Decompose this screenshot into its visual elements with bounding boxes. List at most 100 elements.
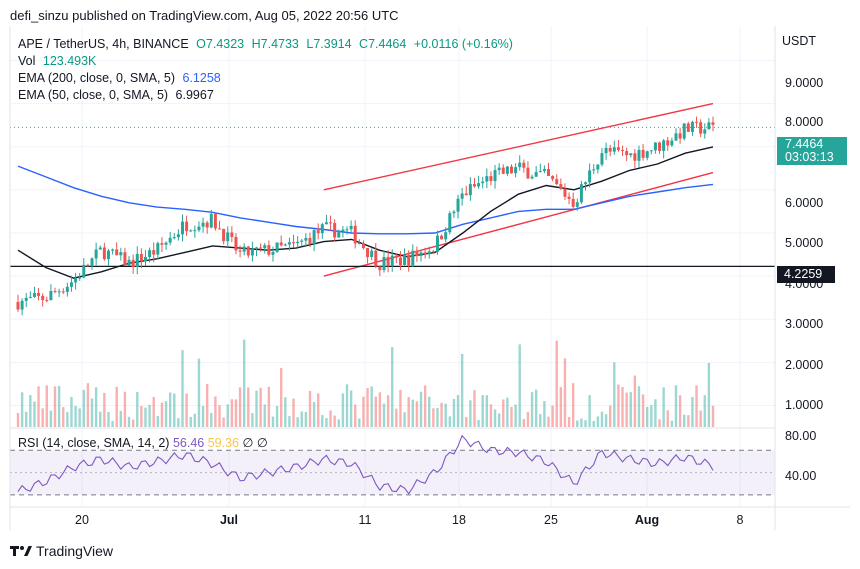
candle-body — [584, 182, 588, 185]
volume-bar — [580, 418, 583, 427]
rsi-empty-1: ∅ — [242, 436, 254, 450]
candle-body — [357, 243, 361, 245]
candle-body — [464, 193, 468, 196]
volume-bar — [658, 419, 661, 427]
volume-bar — [70, 396, 73, 427]
volume-bar — [391, 347, 394, 427]
volume-bar — [164, 401, 168, 427]
candle-body — [82, 264, 86, 278]
volume-bar — [469, 400, 472, 427]
candle-body — [608, 147, 612, 152]
candle-body — [250, 249, 254, 256]
volume-bar — [403, 412, 406, 427]
volume-bar — [99, 411, 102, 427]
volume-bar — [703, 395, 706, 427]
axis-currency-unit[interactable]: USDT — [782, 34, 817, 48]
candle-body — [415, 250, 419, 257]
volume-bar — [144, 407, 147, 427]
candle-body — [139, 253, 143, 262]
volume-bar — [473, 390, 476, 427]
candle-body — [123, 252, 127, 266]
candle-body — [690, 121, 694, 132]
volume-bar — [86, 383, 90, 427]
volume-bar — [349, 390, 353, 427]
candle-body — [485, 176, 489, 182]
volume-bar — [407, 397, 410, 427]
candle-body — [32, 293, 36, 297]
candle-body — [127, 259, 131, 266]
candle-body — [649, 150, 653, 152]
candle-body — [658, 142, 662, 151]
volume-bar — [506, 397, 509, 427]
volume-bar — [66, 412, 69, 427]
volume-bar — [378, 392, 382, 427]
volume-bar — [345, 384, 349, 427]
candle-body — [695, 121, 699, 123]
candle-body — [292, 242, 296, 244]
volume-bar — [20, 392, 24, 427]
candle-body — [172, 237, 176, 239]
tradingview-branding[interactable]: TradingView — [10, 543, 113, 559]
candle-body — [213, 213, 217, 229]
rsi-value: 56.46 — [172, 436, 205, 450]
volume-bar — [382, 403, 386, 427]
volume-bar — [444, 403, 447, 427]
volume-bar — [670, 420, 674, 427]
horizontal-level-tag: 4.2259 — [777, 266, 835, 283]
candle-body — [645, 151, 649, 158]
volume-bar — [707, 362, 711, 427]
candle-body — [279, 242, 283, 246]
candle-body — [164, 242, 168, 245]
publisher-header: defi_sinzu published on TradingView.com,… — [10, 8, 399, 23]
candle-body — [205, 222, 209, 228]
volume-bar — [62, 407, 65, 427]
candle-body — [596, 164, 600, 170]
candle-body — [629, 153, 633, 156]
volume-bar — [633, 375, 637, 427]
volume-bar — [502, 399, 505, 427]
volume-bar — [354, 404, 357, 427]
candle-body — [246, 246, 250, 256]
candle-body — [156, 243, 160, 255]
candle-body — [316, 230, 320, 234]
candle-body — [518, 162, 522, 168]
candle-body — [444, 232, 448, 240]
volume-bar — [428, 396, 431, 427]
candle-body — [711, 122, 715, 125]
candle-body — [633, 153, 637, 161]
volume-bar — [419, 391, 423, 427]
candle-body — [637, 149, 641, 161]
candle-body — [481, 181, 485, 184]
volume-bar — [395, 408, 398, 427]
candle-body — [283, 244, 287, 246]
volume-bar — [321, 415, 324, 427]
ema50-value: 6.9967 — [175, 88, 214, 102]
candle-body — [394, 255, 398, 258]
candle-body — [16, 301, 20, 310]
rsi-ma-value: 59.36 — [207, 436, 239, 450]
volume-bar — [510, 406, 513, 427]
candle-body — [571, 198, 575, 207]
symbol-legend: APE / TetherUS, 4h, BINANCE O7.4323 H7.4… — [18, 37, 517, 51]
volume-bar — [152, 396, 155, 427]
candle-body — [287, 242, 291, 245]
candle-body — [90, 258, 94, 267]
candle-body — [180, 221, 184, 235]
candle-body — [189, 230, 193, 232]
candle-body — [49, 291, 53, 301]
rsi-label: RSI (14, close, SMA, 14, 2) — [18, 436, 170, 450]
time-tick: 20 — [75, 513, 89, 527]
volume-bar — [312, 401, 316, 427]
volume-bar — [230, 399, 234, 427]
candle-body — [386, 257, 390, 266]
candle-body — [341, 229, 345, 232]
candle-body — [592, 169, 596, 171]
candle-body — [226, 232, 230, 242]
candlesticks — [16, 116, 715, 316]
candle-body — [509, 166, 513, 174]
candle-body — [534, 171, 538, 177]
volume-bar — [288, 416, 291, 427]
volume-bar — [197, 358, 201, 427]
volume-bar — [576, 420, 579, 427]
